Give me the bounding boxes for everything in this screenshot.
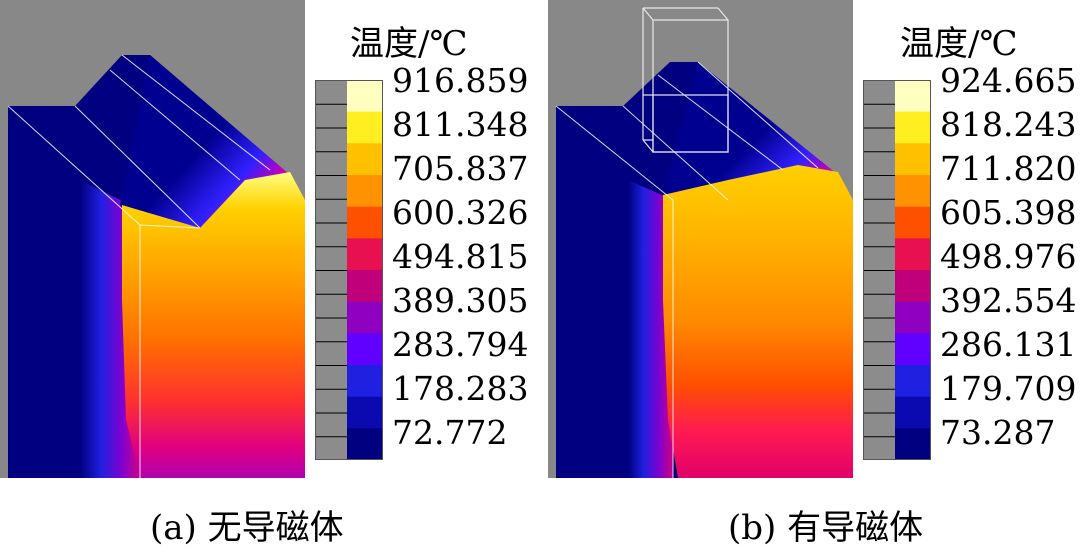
color-bar-band [895,396,931,429]
color-bar-band [347,80,383,113]
color-bar-band [895,333,931,366]
legend-title: 温度/℃ [350,24,468,64]
hot-zone [663,165,853,478]
color-bar-band [347,175,383,208]
panel-b: 温度/℃ 924.665 818.243 711.820 605.398 498… [548,0,1078,548]
caption: (a) 无导磁体 [150,508,344,548]
color-bar-band [895,238,931,271]
tick-label: 73.287 [940,413,1056,452]
color-bar-band [895,270,931,303]
color-bar-band [347,396,383,429]
color-bar-band [347,238,383,271]
color-bar-band [895,143,931,176]
panel-a: 温度/℃ 916.859 811.348 705.837 600.326 494… [0,0,530,548]
temperature-field-a [0,0,305,478]
tick-label: 283.794 [392,325,529,364]
color-bar-band [347,333,383,366]
tick-label: 600.326 [392,193,529,232]
tick-label: 924.665 [940,61,1077,100]
tick-label: 498.976 [940,237,1077,276]
color-bar-border [863,80,931,460]
hot-zone [122,172,305,478]
color-bar-band [347,428,383,460]
tick-label: 178.283 [392,369,529,408]
color-bar-band [347,206,383,239]
color-bar-border [315,80,383,460]
color-bar [315,80,383,460]
temperature-field-b [548,0,853,478]
color-bar-band [347,270,383,303]
tick-label: 705.837 [392,149,529,188]
color-bar-band [347,143,383,176]
concentrator-outline [642,7,729,153]
tick-label: 811.348 [392,105,529,144]
color-bar-band [895,175,931,208]
legend-title: 温度/℃ [900,24,1018,64]
color-bar [863,80,931,460]
color-bar-band [895,365,931,398]
color-bar-band [895,301,931,334]
color-bar-band [895,80,931,113]
color-bar-band [347,365,383,398]
tick-label: 818.243 [940,105,1077,144]
tick-label: 179.709 [940,369,1077,408]
tick-label: 389.305 [392,281,529,320]
color-bar-band [347,301,383,334]
tick-label: 494.815 [392,237,529,276]
tick-label: 392.554 [940,281,1077,320]
color-bar-band [895,206,931,239]
tick-label: 605.398 [940,193,1077,232]
color-bar-band [347,111,383,144]
edge-band [628,180,673,478]
tick-label: 72.772 [392,413,508,452]
tick-label: 916.859 [392,61,529,100]
tick-label: 711.820 [940,149,1077,188]
color-bar-band [895,428,931,460]
color-bar-band [895,111,931,144]
tick-label: 286.131 [940,325,1077,364]
caption: (b) 有导磁体 [728,508,924,548]
